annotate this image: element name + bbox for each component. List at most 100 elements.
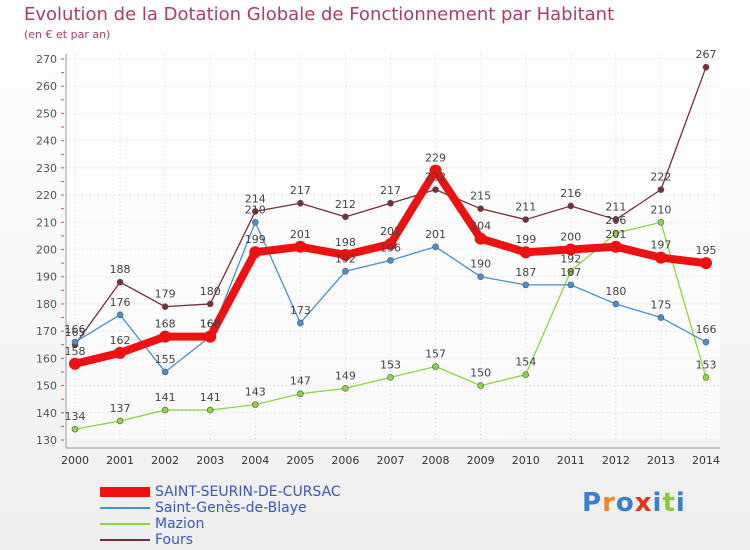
chart-title: Evolution de la Dotation Globale de Fonc… — [24, 4, 615, 25]
data-label: 143 — [245, 386, 266, 399]
data-point — [702, 63, 710, 71]
data-label: 212 — [335, 198, 356, 211]
data-label: 168 — [155, 318, 176, 331]
data-label: 168 — [200, 318, 221, 331]
y-tick-label: 230 — [36, 162, 57, 175]
data-point — [116, 311, 124, 319]
x-tick-label: 2011 — [557, 454, 585, 467]
data-point — [161, 303, 169, 310]
data-label: 179 — [155, 288, 176, 301]
data-label: 214 — [245, 192, 266, 205]
data-point — [342, 267, 349, 275]
data-point — [297, 390, 304, 398]
data-point — [657, 218, 665, 226]
data-point — [71, 425, 79, 433]
data-point — [612, 300, 620, 308]
data-point — [654, 251, 667, 264]
y-tick-label: 140 — [36, 407, 57, 420]
data-point — [294, 240, 307, 253]
data-point — [387, 374, 394, 381]
legend-label: Fours — [155, 532, 194, 548]
data-label: 204 — [470, 220, 491, 233]
data-label: 217 — [380, 184, 401, 197]
y-tick-label: 180 — [36, 298, 57, 311]
x-tick-label: 2007 — [377, 454, 405, 467]
data-label: 154 — [515, 356, 536, 369]
data-point — [251, 401, 259, 408]
data-point — [477, 382, 484, 389]
data-point — [700, 257, 712, 270]
data-label: 229 — [425, 152, 446, 165]
data-point — [342, 384, 349, 392]
data-point — [342, 213, 349, 221]
data-point — [609, 240, 622, 253]
y-tick-label: 200 — [36, 244, 57, 257]
x-tick-label: 2001 — [106, 454, 134, 467]
data-point — [206, 406, 214, 414]
data-point — [432, 186, 439, 193]
data-label: 149 — [335, 369, 356, 382]
data-point — [339, 248, 352, 261]
x-tick-label: 2004 — [241, 454, 269, 467]
data-label: 150 — [470, 367, 491, 380]
legend-label: Saint-Genès-de-Blaye — [155, 500, 307, 516]
data-point — [564, 243, 577, 256]
data-label: 198 — [335, 236, 356, 249]
data-label: 147 — [290, 375, 311, 388]
data-label: 173 — [290, 304, 311, 317]
data-label: 180 — [605, 285, 626, 298]
data-point — [432, 363, 439, 370]
y-tick-label: 160 — [36, 352, 57, 365]
data-point — [384, 238, 397, 251]
data-label: 267 — [696, 48, 717, 61]
legend-swatch — [100, 539, 150, 541]
data-label: 201 — [425, 228, 446, 241]
data-label: 195 — [696, 244, 717, 257]
y-tick-label: 250 — [36, 107, 57, 120]
data-label: 158 — [65, 345, 86, 358]
x-tick-label: 2010 — [512, 454, 540, 467]
chart-subtitle: (en € et par an) — [24, 28, 111, 41]
data-label: 201 — [290, 228, 311, 241]
logo-letter: o — [615, 488, 635, 518]
data-label: 153 — [380, 358, 401, 371]
data-label: 197 — [650, 239, 671, 252]
data-label: 196 — [380, 241, 401, 254]
x-tick-label: 2000 — [61, 454, 89, 467]
data-label: 215 — [470, 190, 491, 203]
data-label: 180 — [200, 285, 221, 298]
y-tick-label: 150 — [36, 380, 57, 393]
data-point — [387, 199, 394, 207]
data-point — [387, 257, 394, 264]
data-point — [161, 368, 169, 376]
data-point — [251, 208, 259, 215]
data-point — [702, 374, 710, 381]
y-tick-label: 210 — [36, 216, 57, 229]
logo-letter: r — [602, 488, 616, 518]
legend-swatch — [100, 487, 150, 497]
data-point — [204, 330, 217, 343]
x-tick-label: 2003 — [196, 454, 224, 467]
data-point — [432, 243, 439, 251]
data-label: 192 — [560, 252, 581, 265]
data-label: 134 — [65, 410, 86, 423]
data-label: 153 — [696, 358, 717, 371]
data-label: 155 — [155, 353, 176, 366]
data-point — [702, 338, 710, 346]
x-tick-label: 2008 — [422, 454, 450, 467]
data-label: 210 — [650, 203, 671, 216]
x-tick-label: 2014 — [692, 454, 720, 467]
y-tick-label: 270 — [36, 53, 57, 66]
x-tick-label: 2005 — [286, 454, 314, 467]
line-chart: 130 140 150 160 170 180 190 200 210 220 230 240 250 2… — [36, 48, 720, 467]
data-label: 210 — [245, 203, 266, 216]
y-tick-label: 170 — [36, 325, 57, 338]
x-tick-label: 2006 — [331, 454, 359, 467]
data-label: 166 — [65, 323, 86, 336]
data-label: 199 — [515, 233, 536, 246]
legend-swatch — [100, 523, 150, 525]
data-point — [612, 216, 620, 223]
data-label: 141 — [200, 391, 221, 404]
data-point — [522, 281, 530, 289]
x-tick-label: 2012 — [602, 454, 630, 467]
